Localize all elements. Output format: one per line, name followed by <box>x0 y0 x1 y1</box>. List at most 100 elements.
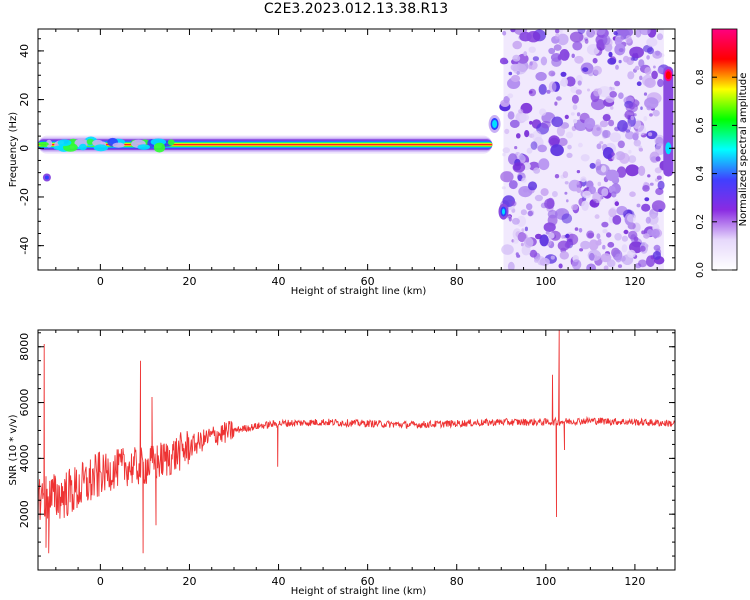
noise-blob <box>636 81 642 86</box>
noise-blob <box>520 102 533 114</box>
noise-blob <box>628 155 637 164</box>
noise-blob <box>502 152 506 157</box>
edge-low <box>665 142 672 155</box>
noise-blob <box>510 29 516 33</box>
noise-blob <box>615 64 619 70</box>
spectrogram-ytick-label: 0 <box>18 145 31 152</box>
noise-blob <box>529 120 533 125</box>
noise-blob <box>501 186 506 190</box>
noise-blob <box>560 71 567 77</box>
noise-blob <box>561 235 565 239</box>
spectrogram-ytick-label: -40 <box>18 237 31 255</box>
noise-blob <box>503 96 510 104</box>
noise-blob <box>540 188 549 197</box>
noise-blob <box>625 35 632 44</box>
noise-blob <box>618 59 622 64</box>
noise-blob <box>499 57 508 65</box>
snr-ylabel: SNR (10 * v/v) <box>8 414 19 485</box>
snr-ytick-label: 2000 <box>18 500 31 528</box>
noise-blob <box>558 263 563 269</box>
noise-blob <box>577 29 586 35</box>
noise-blob <box>625 131 635 140</box>
noise-blob <box>658 208 663 213</box>
noise-blob <box>554 101 558 106</box>
noise-blob <box>634 65 640 71</box>
noise-blob <box>651 70 658 80</box>
ridge-lump <box>45 139 53 148</box>
noise-blob <box>547 209 558 219</box>
spectrogram-xtick-label: 120 <box>624 275 645 288</box>
noise-blob <box>611 152 615 157</box>
noise-blob <box>576 180 580 185</box>
noise-blob <box>629 191 636 197</box>
noise-blob <box>550 255 555 260</box>
noise-blob <box>534 194 544 202</box>
noise-blob <box>612 215 622 225</box>
noise-blob <box>638 259 647 268</box>
noise-blob <box>647 47 654 55</box>
noise-blob <box>632 133 639 141</box>
noise-blob <box>644 197 650 202</box>
noise-blob <box>630 115 635 121</box>
noise-blob <box>509 119 520 128</box>
noise-blob <box>564 191 568 195</box>
noise-blob <box>529 61 533 66</box>
ridge-lump <box>57 139 72 147</box>
noise-blob <box>507 93 514 99</box>
noise-blob <box>614 233 622 241</box>
noise-blob <box>592 124 603 136</box>
noise-blob <box>633 139 641 147</box>
noise-blob <box>548 81 557 93</box>
snr-xtick-label: 20 <box>182 575 196 588</box>
snr-ytick-label: 6000 <box>18 389 31 417</box>
noise-blob <box>552 191 558 198</box>
snr-xtick-label: 100 <box>535 575 556 588</box>
noise-blob <box>628 230 638 240</box>
noise-blob <box>597 86 612 98</box>
noise-blob <box>600 165 607 173</box>
noise-blob <box>523 188 528 193</box>
ridge-lump <box>78 143 87 151</box>
colorbar-tick-label: 0.6 <box>695 117 706 133</box>
noise-blob <box>567 144 572 150</box>
noise-blob <box>587 68 594 77</box>
noise-blob <box>596 29 606 36</box>
noise-blob <box>614 201 619 207</box>
noise-blob <box>620 35 625 40</box>
noise-blob <box>616 29 627 35</box>
snr-xtick-label: 80 <box>450 575 464 588</box>
noise-blob <box>520 242 524 247</box>
noise-blob <box>614 253 622 263</box>
noise-blob <box>529 249 538 258</box>
noise-blob <box>656 175 662 180</box>
noise-blob <box>641 203 651 212</box>
noise-blob <box>654 167 662 174</box>
noise-blob <box>564 114 569 120</box>
noise-blob <box>517 174 523 181</box>
noise-blob <box>540 120 551 129</box>
noise-blob <box>639 29 651 36</box>
noise-blob <box>512 63 527 75</box>
ridge-lump <box>153 142 166 153</box>
noise-blob <box>523 51 528 57</box>
noise-blob <box>639 75 643 81</box>
noise-blob <box>646 55 650 60</box>
ridge-lump <box>93 144 108 152</box>
noise-blob <box>586 263 596 270</box>
noise-blob <box>594 214 600 219</box>
noise-blob <box>643 233 650 239</box>
noise-blob <box>518 109 524 114</box>
noise-blob <box>571 94 579 104</box>
noise-blob <box>584 38 589 44</box>
noise-blob <box>616 166 627 178</box>
noise-blob <box>527 210 533 217</box>
noise-blob <box>631 48 638 54</box>
noise-blob <box>530 141 538 150</box>
noise-blob <box>608 208 617 218</box>
noise-blob <box>548 47 556 55</box>
noise-blob <box>592 191 602 204</box>
snr-ytick-label: 8000 <box>18 333 31 361</box>
noise-blob <box>652 50 663 59</box>
noise-blob <box>600 253 612 263</box>
